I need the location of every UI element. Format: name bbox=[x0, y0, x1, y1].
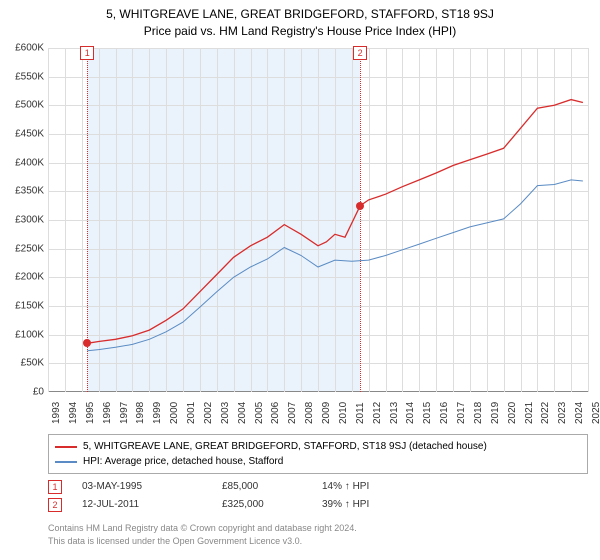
ytick-label: £250K bbox=[2, 243, 44, 254]
sales-row: 1 03-MAY-1995 £85,000 14% ↑ HPI bbox=[48, 478, 588, 496]
xtick-label: 2003 bbox=[220, 402, 231, 424]
ytick-label: £500K bbox=[2, 100, 44, 111]
legend: 5, WHITGREAVE LANE, GREAT BRIDGEFORD, ST… bbox=[48, 434, 588, 474]
ytick-label: £600K bbox=[2, 43, 44, 54]
xtick-label: 2022 bbox=[540, 402, 551, 424]
xtick-label: 2021 bbox=[524, 402, 535, 424]
ytick-label: £0 bbox=[2, 387, 44, 398]
chart-container: 5, WHITGREAVE LANE, GREAT BRIDGEFORD, ST… bbox=[0, 0, 600, 560]
xtick-label: 2020 bbox=[507, 402, 518, 424]
xtick-label: 2015 bbox=[422, 402, 433, 424]
series-line bbox=[87, 180, 583, 351]
ytick-label: £450K bbox=[2, 129, 44, 140]
xtick-label: 2000 bbox=[169, 402, 180, 424]
legend-swatch bbox=[55, 446, 77, 448]
plot-area: 12 bbox=[48, 48, 588, 392]
footer: Contains HM Land Registry data © Crown c… bbox=[48, 522, 357, 547]
chart-subtitle: Price paid vs. HM Land Registry's House … bbox=[0, 23, 600, 44]
xtick-label: 2004 bbox=[237, 402, 248, 424]
xtick-label: 2017 bbox=[456, 402, 467, 424]
sales-row-marker: 2 bbox=[48, 498, 62, 512]
ytick-label: £400K bbox=[2, 157, 44, 168]
xtick-label: 2014 bbox=[405, 402, 416, 424]
xtick-label: 1995 bbox=[85, 402, 96, 424]
xtick-label: 2005 bbox=[254, 402, 265, 424]
ytick-label: £100K bbox=[2, 329, 44, 340]
xtick-label: 2006 bbox=[270, 402, 281, 424]
xtick-label: 2018 bbox=[473, 402, 484, 424]
xtick-label: 1994 bbox=[68, 402, 79, 424]
ytick-label: £550K bbox=[2, 71, 44, 82]
legend-item: HPI: Average price, detached house, Staf… bbox=[55, 454, 581, 469]
xtick-label: 1997 bbox=[119, 402, 130, 424]
xtick-label: 2001 bbox=[186, 402, 197, 424]
sales-row-marker: 1 bbox=[48, 480, 62, 494]
xtick-label: 2016 bbox=[439, 402, 450, 424]
xtick-label: 2019 bbox=[490, 402, 501, 424]
legend-swatch bbox=[55, 461, 77, 463]
sale-marker-box: 2 bbox=[353, 46, 367, 60]
legend-item: 5, WHITGREAVE LANE, GREAT BRIDGEFORD, ST… bbox=[55, 439, 581, 454]
footer-line-1: Contains HM Land Registry data © Crown c… bbox=[48, 522, 357, 535]
ytick-label: £150K bbox=[2, 301, 44, 312]
ytick-label: £200K bbox=[2, 272, 44, 283]
xtick-label: 2009 bbox=[321, 402, 332, 424]
xtick-label: 2002 bbox=[203, 402, 214, 424]
sale-marker-box: 1 bbox=[80, 46, 94, 60]
xtick-label: 2024 bbox=[574, 402, 585, 424]
xtick-label: 2008 bbox=[304, 402, 315, 424]
xtick-label: 2012 bbox=[372, 402, 383, 424]
xtick-label: 1996 bbox=[102, 402, 113, 424]
sales-row-price: £85,000 bbox=[222, 478, 302, 496]
legend-label: HPI: Average price, detached house, Staf… bbox=[83, 454, 283, 469]
sale-dot bbox=[356, 202, 364, 210]
ytick-label: £300K bbox=[2, 215, 44, 226]
sales-row-diff: 39% ↑ HPI bbox=[322, 496, 422, 514]
footer-line-2: This data is licensed under the Open Gov… bbox=[48, 535, 357, 548]
series-line bbox=[87, 100, 583, 344]
sales-row: 2 12-JUL-2011 £325,000 39% ↑ HPI bbox=[48, 496, 588, 514]
xtick-label: 1999 bbox=[152, 402, 163, 424]
xtick-label: 1998 bbox=[135, 402, 146, 424]
xtick-label: 2011 bbox=[355, 402, 366, 424]
xtick-label: 2023 bbox=[557, 402, 568, 424]
sales-row-date: 12-JUL-2011 bbox=[82, 496, 202, 514]
sales-row-diff: 14% ↑ HPI bbox=[322, 478, 422, 496]
sale-dot bbox=[83, 339, 91, 347]
xtick-label: 2010 bbox=[338, 402, 349, 424]
sales-table: 1 03-MAY-1995 £85,000 14% ↑ HPI 2 12-JUL-2011… bbox=[48, 478, 588, 514]
legend-label: 5, WHITGREAVE LANE, GREAT BRIDGEFORD, ST… bbox=[83, 439, 487, 454]
chart-title: 5, WHITGREAVE LANE, GREAT BRIDGEFORD, ST… bbox=[0, 0, 600, 23]
sales-row-price: £325,000 bbox=[222, 496, 302, 514]
ytick-label: £50K bbox=[2, 358, 44, 369]
xtick-label: 2025 bbox=[591, 402, 600, 424]
sales-row-date: 03-MAY-1995 bbox=[82, 478, 202, 496]
xtick-label: 2007 bbox=[287, 402, 298, 424]
legend-rows: 5, WHITGREAVE LANE, GREAT BRIDGEFORD, ST… bbox=[55, 439, 581, 469]
ytick-label: £350K bbox=[2, 186, 44, 197]
xtick-label: 2013 bbox=[389, 402, 400, 424]
xtick-label: 1993 bbox=[51, 402, 62, 424]
lines-svg bbox=[48, 48, 588, 392]
